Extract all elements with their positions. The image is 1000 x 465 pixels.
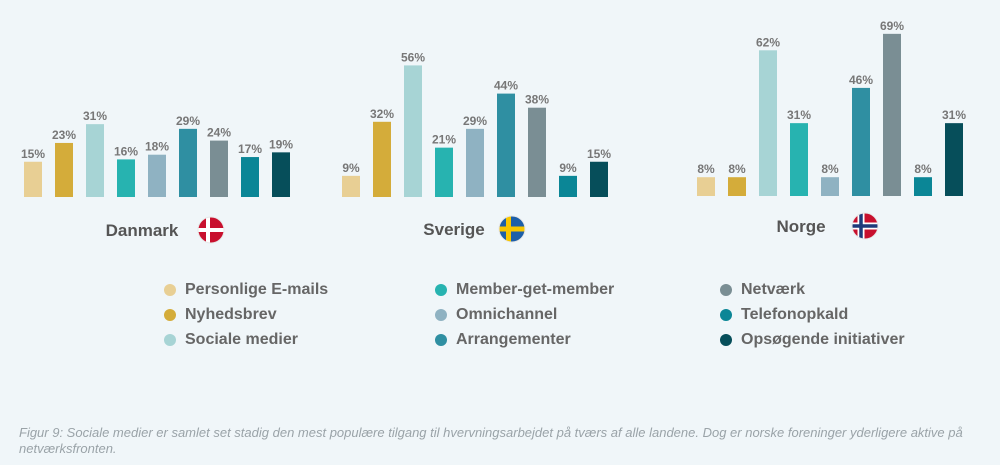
data-label-nyhedsbrev: 23% [52,128,76,142]
norway-flag-icon [851,212,879,240]
data-label-omnichannel: 8% [821,162,839,176]
data-label-nyhedsbrev: 32% [370,107,394,121]
data-label-telefonopkald: 8% [914,162,932,176]
data-label-arrangementer: 46% [849,73,873,87]
bar-telefonopkald [241,157,259,197]
bar-netvaerk [883,33,901,196]
data-label-omnichannel: 29% [463,114,487,128]
data-label-opsoegende-initiativer: 31% [942,108,966,122]
country-label-sverige: Sverige [423,220,484,239]
data-label-member-get-member: 16% [114,144,138,158]
grouped-bar-chart: 15% 23% 31% 16% 18% 29% 24% 17% 19% Danmark 9% 32% 5… [21,19,966,244]
bar-nyhedsbrev [373,121,391,197]
bar-netvaerk [528,107,546,197]
data-label-member-get-member: 31% [787,108,811,122]
data-label-opsoegende-initiativer: 19% [269,137,293,151]
bar-group-sverige: 9% 32% 56% 21% 29% 44% 38% 9% 15% [342,50,611,198]
bar-personlige-e-mails [697,177,715,196]
sweden-flag-icon [498,215,526,243]
bar-arrangementer [497,93,515,197]
country-label-norge: Norge [776,217,825,236]
bar-group-danmark: 15% 23% 31% 16% 18% 29% 24% 17% 19% [21,109,293,197]
data-label-personlige-e-mails: 9% [342,161,360,175]
bar-omnichannel [821,177,839,196]
data-label-netvaerk: 38% [525,93,549,107]
data-label-netvaerk: 24% [207,126,231,140]
data-label-arrangementer: 44% [494,79,518,93]
bar-sociale-medier [759,50,777,196]
bar-arrangementer [179,128,197,197]
data-label-opsoegende-initiativer: 15% [587,147,611,161]
data-label-nyhedsbrev: 8% [728,162,746,176]
bar-member-get-member [435,147,453,197]
bar-nyhedsbrev [728,177,746,196]
data-label-netvaerk: 69% [880,19,904,33]
bar-nyhedsbrev [55,142,73,197]
country-label-danmark: Danmark [106,221,179,240]
bar-member-get-member [117,159,135,197]
data-label-personlige-e-mails: 15% [21,147,45,161]
bar-opsoegende-initiativer [945,123,963,196]
bar-arrangementer [852,87,870,196]
bar-sociale-medier [404,65,422,198]
data-label-personlige-e-mails: 8% [697,162,715,176]
bar-personlige-e-mails [342,175,360,197]
bar-opsoegende-initiativer [272,152,290,197]
bar-group-norge: 8% 8% 62% 31% 8% 46% 69% 8% 31% [697,19,966,196]
data-label-sociale-medier: 31% [83,109,107,123]
data-label-sociale-medier: 62% [756,35,780,49]
data-label-omnichannel: 18% [145,140,169,154]
bar-omnichannel [148,154,166,197]
data-label-arrangementer: 29% [176,114,200,128]
bar-telefonopkald [914,177,932,196]
bar-opsoegende-initiativer [590,161,608,197]
bar-omnichannel [466,128,484,197]
bar-netvaerk [210,140,228,197]
bar-member-get-member [790,123,808,196]
bar-telefonopkald [559,175,577,197]
data-label-member-get-member: 21% [432,133,456,147]
bar-sociale-medier [86,124,104,197]
data-label-sociale-medier: 56% [401,50,425,64]
data-label-telefonopkald: 17% [238,142,262,156]
data-label-telefonopkald: 9% [559,161,577,175]
denmark-flag-icon [197,216,225,244]
figure-caption: Figur 9: Sociale medier er samlet set st… [19,425,963,456]
bar-personlige-e-mails [24,161,42,197]
